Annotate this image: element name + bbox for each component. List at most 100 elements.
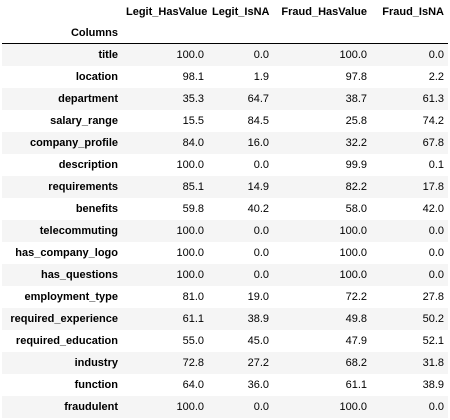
table-cell: 84.5 [247, 114, 269, 127]
table-cell: 0.0 [428, 268, 444, 281]
index-name-spacer [122, 23, 208, 44]
row-index-label: location [75, 70, 118, 83]
table-cell: 16.0 [247, 136, 269, 149]
table-cell: 100.0 [339, 246, 367, 259]
table-cell: 15.5 [182, 114, 204, 127]
table-cell: 31.8 [422, 356, 444, 369]
table-cell: 100.0 [339, 400, 367, 413]
table-cell: 35.3 [182, 92, 204, 105]
table-cell: 50.2 [422, 312, 444, 325]
column-header: Legit_IsNA [208, 0, 273, 23]
table-row: department 35.3 64.7 38.7 61.3 [2, 87, 448, 110]
index-name: Columns [2, 23, 122, 44]
table-cell: 72.2 [345, 290, 367, 303]
table-cell: 17.8 [422, 180, 444, 193]
table-cell: 36.0 [247, 378, 269, 391]
row-index-label: industry [74, 356, 118, 369]
table-row: benefits 59.8 40.2 58.0 42.0 [2, 197, 448, 220]
table-row: salary_range 15.5 84.5 25.8 74.2 [2, 109, 448, 132]
table-cell: 81.0 [182, 290, 204, 303]
table-cell: 45.0 [247, 334, 269, 347]
table-cell: 100.0 [176, 48, 204, 61]
index-name-row: Columns [2, 23, 448, 44]
table-cell: 0.0 [428, 48, 444, 61]
table-cell: 97.8 [345, 70, 367, 83]
table-cell: 0.0 [253, 224, 269, 237]
row-index-label: benefits [75, 202, 118, 215]
table-cell: 2.2 [428, 70, 444, 83]
table-cell: 58.0 [345, 202, 367, 215]
table-row: description 100.0 0.0 99.9 0.1 [2, 153, 448, 176]
row-index-label: function [74, 378, 118, 391]
table-cell: 61.1 [345, 378, 367, 391]
table-cell: 25.8 [345, 114, 367, 127]
table-cell: 59.8 [182, 202, 204, 215]
table-cell: 52.1 [422, 334, 444, 347]
table-cell: 38.7 [345, 92, 367, 105]
table-row: telecommuting 100.0 0.0 100.0 0.0 [2, 219, 448, 242]
table-cell: 61.1 [182, 312, 204, 325]
table-cell: 27.8 [422, 290, 444, 303]
table-row: industry 72.8 27.2 68.2 31.8 [2, 351, 448, 374]
table-row: fraudulent 100.0 0.0 100.0 0.0 [2, 395, 448, 418]
table-row: function 64.0 36.0 61.1 38.9 [2, 373, 448, 396]
table-cell: 42.0 [422, 202, 444, 215]
column-header: Fraud_IsNA [371, 0, 448, 23]
row-index-label: required_education [15, 334, 118, 347]
table-row: location 98.1 1.9 97.8 2.2 [2, 65, 448, 88]
row-index-label: department [58, 92, 118, 105]
table-cell: 0.0 [428, 246, 444, 259]
table-cell: 72.8 [182, 356, 204, 369]
table-cell: 100.0 [339, 224, 367, 237]
row-index-label: has_questions [40, 268, 118, 281]
table-cell: 84.0 [182, 136, 204, 149]
table-cell: 40.2 [247, 202, 269, 215]
index-name-spacer [371, 23, 448, 44]
table-cell: 64.7 [247, 92, 269, 105]
table-cell: 32.2 [345, 136, 367, 149]
table-body: title 100.0 0.0 100.0 0.0 location 98.1 1.9 97.8… [2, 43, 448, 418]
table-row: has_questions 100.0 0.0 100.0 0.0 [2, 263, 448, 286]
table-cell: 100.0 [339, 48, 367, 61]
table-cell: 55.0 [182, 334, 204, 347]
table-cell: 14.9 [247, 180, 269, 193]
table-row: requirements 85.1 14.9 82.2 17.8 [2, 175, 448, 198]
row-index-label: salary_range [50, 114, 118, 127]
table-cell: 0.0 [253, 158, 269, 171]
table-cell: 1.9 [253, 70, 269, 83]
row-index-label: telecommuting [39, 224, 118, 237]
table-cell: 85.1 [182, 180, 204, 193]
table-cell: 0.0 [253, 268, 269, 281]
table-cell: 27.2 [247, 356, 269, 369]
column-header: Legit_HasValue [122, 0, 208, 23]
table-row: has_company_logo 100.0 0.0 100.0 0.0 [2, 241, 448, 264]
table-row: employment_type 81.0 19.0 72.2 27.8 [2, 285, 448, 308]
row-index-label: company_profile [29, 136, 118, 149]
table-cell: 82.2 [345, 180, 367, 193]
table-cell: 0.0 [428, 224, 444, 237]
table-row: required_experience 61.1 38.9 49.8 50.2 [2, 307, 448, 330]
table-row: company_profile 84.0 16.0 32.2 67.8 [2, 131, 448, 154]
table-cell: 0.0 [428, 400, 444, 413]
index-name-spacer [273, 23, 371, 44]
row-index-label: required_experience [10, 312, 118, 325]
table-cell: 49.8 [345, 312, 367, 325]
row-index-label: has_company_logo [15, 246, 118, 259]
table-cell: 19.0 [247, 290, 269, 303]
table-cell: 38.9 [247, 312, 269, 325]
table-cell: 100.0 [176, 224, 204, 237]
table-cell: 98.1 [182, 70, 204, 83]
row-index-label: requirements [48, 180, 118, 193]
table-cell: 99.9 [345, 158, 367, 171]
table-row: required_education 55.0 45.0 47.9 52.1 [2, 329, 448, 352]
table-cell: 47.9 [345, 334, 367, 347]
column-header: Fraud_HasValue [273, 0, 371, 23]
row-index-label: title [98, 48, 118, 61]
table-row: title 100.0 0.0 100.0 0.0 [2, 43, 448, 66]
table-cell: 0.0 [253, 400, 269, 413]
table-cell: 38.9 [422, 378, 444, 391]
table-cell: 0.0 [253, 246, 269, 259]
index-name-spacer [208, 23, 273, 44]
table-cell: 68.2 [345, 356, 367, 369]
